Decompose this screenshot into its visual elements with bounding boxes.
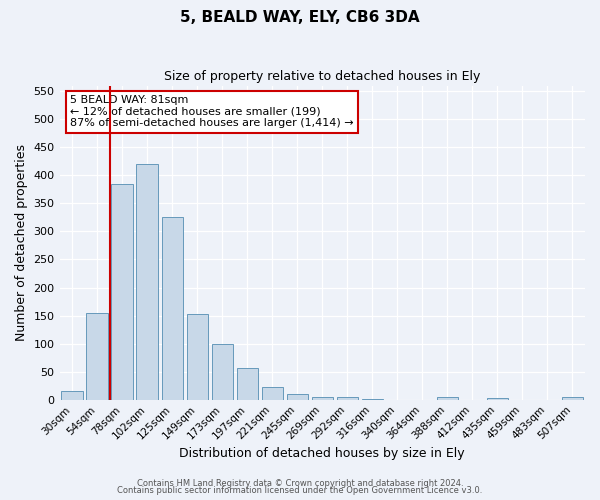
Bar	[161, 218, 183, 400]
Text: Contains HM Land Registry data © Crown copyright and database right 2024.: Contains HM Land Registry data © Crown c…	[137, 478, 463, 488]
Bar	[61, 392, 83, 400]
Text: Contains public sector information licensed under the Open Government Licence v3: Contains public sector information licen…	[118, 486, 482, 495]
Bar	[362, 398, 383, 400]
Title: Size of property relative to detached houses in Ely: Size of property relative to detached ho…	[164, 70, 481, 83]
Bar	[487, 398, 508, 400]
Bar	[311, 397, 333, 400]
X-axis label: Distribution of detached houses by size in Ely: Distribution of detached houses by size …	[179, 447, 465, 460]
Bar	[287, 394, 308, 400]
Bar	[262, 388, 283, 400]
Bar	[112, 184, 133, 400]
Bar	[236, 368, 258, 400]
Y-axis label: Number of detached properties: Number of detached properties	[15, 144, 28, 341]
Bar	[437, 397, 458, 400]
Bar	[562, 398, 583, 400]
Bar	[187, 314, 208, 400]
Text: 5, BEALD WAY, ELY, CB6 3DA: 5, BEALD WAY, ELY, CB6 3DA	[180, 10, 420, 25]
Bar	[337, 397, 358, 400]
Bar	[136, 164, 158, 400]
Text: 5 BEALD WAY: 81sqm
← 12% of detached houses are smaller (199)
87% of semi-detach: 5 BEALD WAY: 81sqm ← 12% of detached hou…	[70, 95, 353, 128]
Bar	[212, 344, 233, 400]
Bar	[86, 313, 108, 400]
